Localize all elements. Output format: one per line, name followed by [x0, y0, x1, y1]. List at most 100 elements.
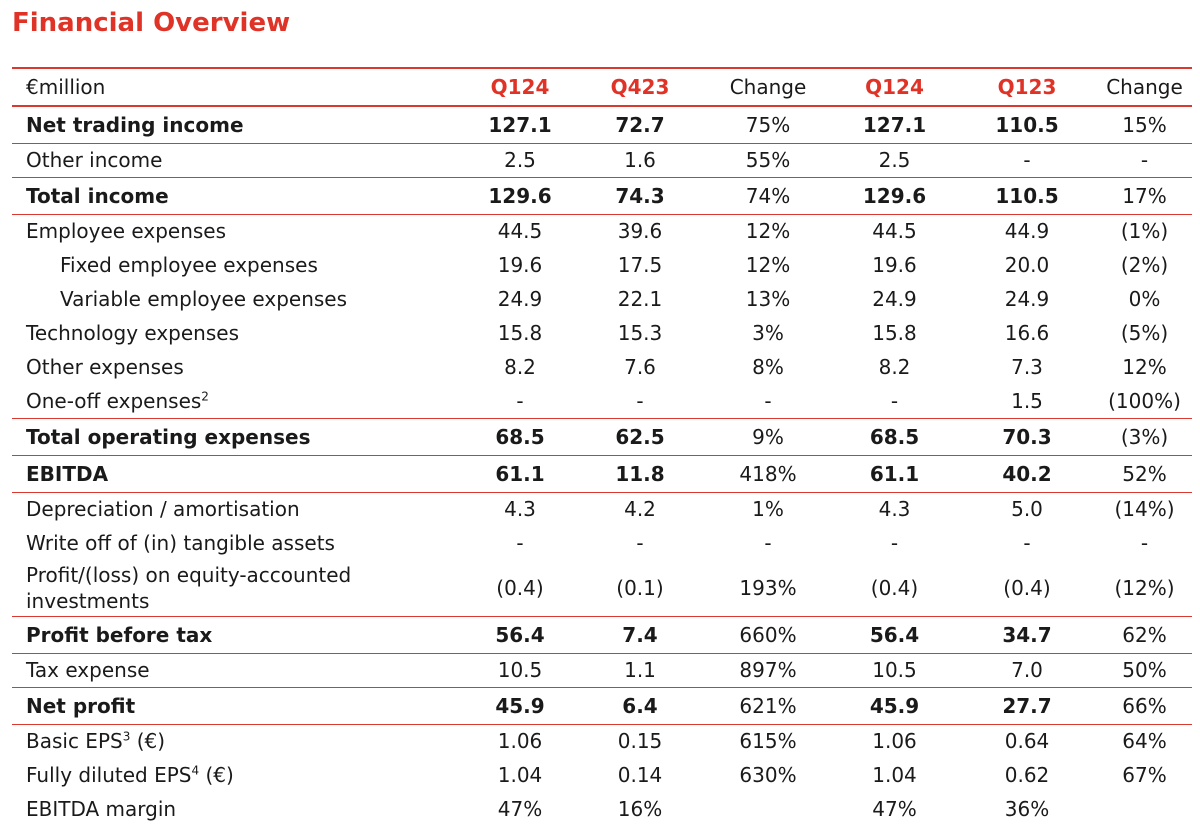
- cell-q123: (0.4): [957, 560, 1097, 617]
- row-label-text: Profit before tax: [26, 622, 213, 647]
- row-label-text: Profit/(loss) on equity-accounted invest…: [26, 562, 352, 613]
- cell-q124-a: (0.4): [464, 560, 576, 617]
- cell-q124-b: 10.5: [832, 653, 957, 688]
- cell-q124-a: 129.6: [464, 177, 576, 215]
- table-row: Other expenses 8.2 7.6 8% 8.2 7.3 12%: [12, 350, 1192, 384]
- cell-change-qoq: [704, 792, 832, 826]
- cell-q124-a: 10.5: [464, 653, 576, 688]
- cell-q124-b: 24.9: [872, 287, 917, 311]
- footnote-ref: 4: [191, 763, 200, 778]
- row-label-text: Other expenses: [26, 355, 184, 379]
- financial-table: €million Q124 Q423 Change Q124 Q123 Chan…: [12, 67, 1192, 826]
- cell-change-yoy: 67%: [1122, 763, 1167, 787]
- table-row: Variable employee expenses 24.9 22.1 13% 24.…: [12, 282, 1192, 316]
- cell-q123: 16.6: [1004, 321, 1050, 345]
- row-label-text: Employee expenses: [26, 219, 227, 244]
- table-row: Depreciation / amortisation 4.3 4.2 1% 4.3 5.…: [12, 492, 1192, 526]
- cell-q123: 5.0: [1011, 497, 1043, 522]
- header-q123: Q123: [957, 67, 1097, 107]
- cell-q124-b: 19.6: [872, 253, 917, 277]
- cell-q124-b: 61.1: [832, 455, 957, 493]
- cell-q124-b: 68.5: [832, 418, 957, 456]
- cell-q123: 110.5: [957, 106, 1097, 144]
- row-label: Profit/(loss) on equity-accounted invest…: [12, 560, 464, 617]
- row-label: Profit before tax: [12, 616, 464, 654]
- row-label-text: Net trading income: [26, 112, 244, 137]
- cell-change-qoq: 75%: [704, 106, 832, 144]
- cell-change-qoq: 193%: [704, 560, 832, 617]
- row-label: Other expenses: [12, 350, 464, 384]
- cell-q124-b: 4.3: [878, 497, 911, 522]
- cell-change-qoq: -: [764, 531, 772, 555]
- cell-q124-a: 8.2: [504, 355, 536, 379]
- cell-q124-a: -: [464, 384, 576, 419]
- cell-q423: 7.6: [624, 355, 656, 379]
- cell-q123: 44.9: [1004, 219, 1050, 244]
- cell-q423: -: [636, 531, 644, 555]
- cell-change-yoy: 62%: [1097, 616, 1192, 654]
- row-label: Tax expense: [12, 653, 464, 688]
- cell-q123: 24.9: [1004, 287, 1050, 311]
- cell-change-yoy: -: [1097, 143, 1192, 178]
- row-label-text: Fixed employee expenses: [60, 253, 318, 277]
- cell-q124-a: 68.5: [464, 418, 576, 456]
- cell-q124-b: -: [832, 384, 957, 419]
- row-label-text: EBITDA margin: [26, 797, 177, 821]
- cell-q124-b: -: [890, 531, 899, 555]
- cell-q124-a: -: [516, 531, 524, 555]
- table-row: Basic EPS3 (€) 1.06 0.15 615% 1.06 0.64 64%: [12, 724, 1192, 758]
- cell-q124-b: 47%: [872, 797, 917, 821]
- cell-change-qoq: 12%: [745, 253, 791, 277]
- cell-change-qoq: 615%: [739, 729, 797, 754]
- cell-q423: 15.3: [617, 321, 663, 345]
- cell-change-qoq: 74%: [704, 177, 832, 215]
- cell-q124-a: 61.1: [464, 455, 576, 493]
- cell-q123: 20.0: [1004, 253, 1050, 277]
- cell-q423: 22.1: [617, 287, 663, 311]
- table-row: Employee expenses 44.5 39.6 12% 44.5 44.9 (1%): [12, 214, 1192, 248]
- row-label: Total income: [12, 177, 464, 215]
- row-label-text: Total income: [26, 183, 169, 208]
- row-label: Net trading income: [12, 106, 464, 144]
- cell-change-yoy: 64%: [1122, 729, 1167, 754]
- cell-q124-b: 8.2: [878, 355, 911, 379]
- row-label-text: Variable employee expenses: [60, 287, 348, 311]
- cell-q124-b: (0.4): [832, 560, 957, 617]
- cell-change-yoy: 66%: [1097, 687, 1192, 725]
- cell-q123: 40.2: [957, 455, 1097, 493]
- table-row: Technology expenses 15.8 15.3 3% 15.8 16.6 (5%…: [12, 316, 1192, 350]
- cell-q123: 7.0: [957, 653, 1097, 688]
- cell-q124-a: 1.04: [497, 763, 543, 787]
- row-label: One-off expenses2: [12, 384, 464, 419]
- cell-q423: 74.3: [576, 177, 704, 215]
- cell-q423: 6.4: [576, 687, 704, 725]
- row-label: Employee expenses: [12, 214, 464, 248]
- cell-change-qoq: 13%: [745, 287, 791, 311]
- cell-q124-b: 129.6: [832, 177, 957, 215]
- row-label-text: Net profit: [26, 693, 136, 718]
- cell-q423: 17.5: [617, 253, 663, 277]
- table-row: Other income 2.5 1.6 55% 2.5- -: [12, 143, 1192, 178]
- table-row: Profit before tax 56.4 7.4 660% 56.4 34.7 62%: [12, 616, 1192, 654]
- row-label: EBITDA: [12, 455, 464, 493]
- row-label-text: Fully diluted EPS: [26, 763, 192, 787]
- cell-q423: 16%: [617, 797, 663, 821]
- row-label-text: Depreciation / amortisation: [26, 497, 300, 522]
- cell-q124-b: 1.06: [872, 729, 917, 754]
- cell-change-qoq: 55%: [704, 143, 832, 178]
- cell-q123: 34.7: [957, 616, 1097, 654]
- cell-q423: 39.6: [617, 219, 663, 244]
- table-row: Fully diluted EPS4 (€) 1.04 0.14 630% 1.04 0.…: [12, 758, 1192, 792]
- row-label-text: Write off of (in) tangible assets: [26, 531, 335, 555]
- cell-q423: 7.4: [576, 616, 704, 654]
- cell-q124-a: 2.5: [464, 143, 576, 178]
- cell-change-yoy: (3%): [1097, 418, 1192, 456]
- cell-change-yoy: -: [1140, 531, 1149, 555]
- table-row: Profit/(loss) on equity-accounted invest…: [12, 560, 1192, 617]
- cell-change-qoq: 3%: [752, 321, 784, 345]
- row-label-text: EBITDA: [26, 461, 109, 486]
- row-label-suffix: (€): [130, 729, 166, 754]
- table-row: Total income 129.6 74.3 74% 129.6 110.5 17%: [12, 177, 1192, 215]
- cell-change-yoy: 52%: [1097, 455, 1192, 493]
- row-label-text: One-off expenses: [26, 388, 202, 413]
